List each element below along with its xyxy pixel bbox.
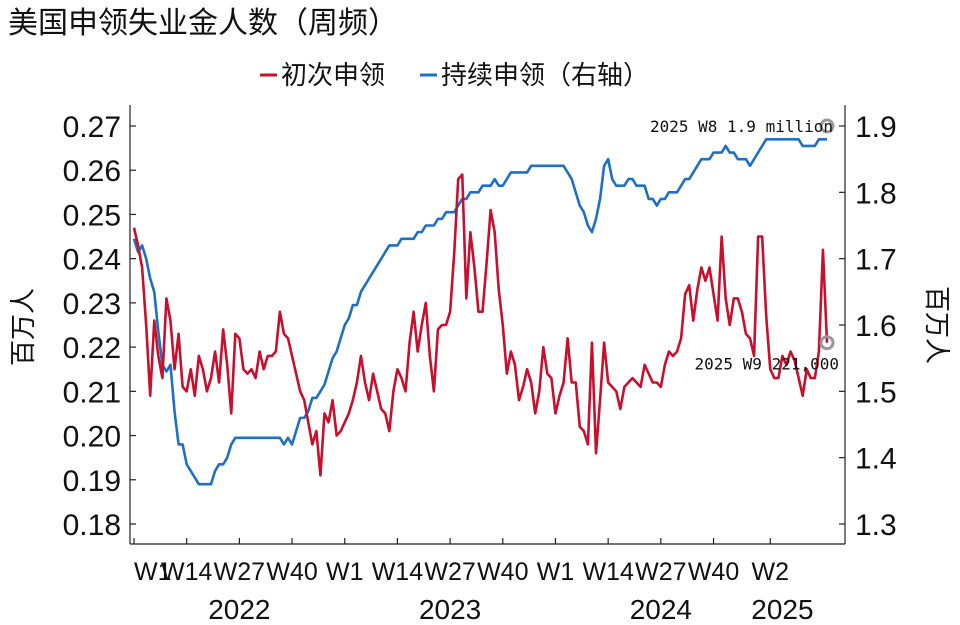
left-tick-label: 0.26 <box>63 155 121 188</box>
x-tick-label: W14 <box>582 558 634 586</box>
left-tick-label: 0.19 <box>63 465 121 498</box>
right-tick-label: 1.4 <box>855 443 897 476</box>
year-label: 2024 <box>630 594 692 625</box>
right-tick-label: 1.6 <box>855 310 897 343</box>
left-axis-label: 百万人 <box>9 288 39 366</box>
left-tick-label: 0.18 <box>63 509 121 542</box>
last-point-marker-initial <box>819 335 835 351</box>
year-label: 2025 <box>751 594 813 625</box>
right-tick-group: 1.3 1.4 1.5 1.6 1.7 1.8 1.9 <box>839 111 897 542</box>
x-tick-label: W14 <box>372 558 424 586</box>
right-tick-label: 1.3 <box>855 509 897 542</box>
left-tick-label: 0.25 <box>63 199 121 232</box>
x-tick-label: W40 <box>266 558 317 586</box>
left-tick-label: 0.20 <box>63 421 121 454</box>
right-tick-label: 1.9 <box>855 111 897 144</box>
left-tick-label: 0.24 <box>63 244 121 277</box>
x-tick-label: W27 <box>635 558 686 586</box>
series-line-continuing <box>132 137 827 486</box>
left-tick-label: 0.27 <box>63 111 121 144</box>
right-tick-label: 1.5 <box>855 376 897 409</box>
legend-label-continuing: 持续申领（右轴） <box>441 61 649 91</box>
x-tick-label: W1 <box>134 558 172 586</box>
left-tick-label: 0.21 <box>63 376 121 409</box>
chart-title: 美国申领失业金人数（周频） <box>8 6 398 41</box>
series-line-initial <box>132 173 829 477</box>
annotation-initial: 2025 W9 221,000 <box>695 355 840 374</box>
year-label-group: 2022 2023 2024 2025 <box>208 594 813 625</box>
legend-label-initial: 初次申领 <box>281 61 385 91</box>
legend: 初次申领 持续申领（右轴） <box>260 61 649 91</box>
left-tick-group: 0.18 0.19 0.20 0.21 0.22 0.23 0.24 0.25 0.26 0.27 <box>63 111 136 542</box>
year-label: 2022 <box>208 594 270 625</box>
x-tick-label: W2 <box>752 558 790 586</box>
left-tick-label: 0.22 <box>63 332 121 365</box>
right-tick-label: 1.8 <box>855 177 897 210</box>
x-tick-label: W40 <box>688 558 739 586</box>
left-tick-label: 0.23 <box>63 288 121 321</box>
last-point-marker-continuing <box>819 118 835 134</box>
year-label: 2023 <box>419 594 481 625</box>
x-tick-label: W27 <box>424 558 475 586</box>
x-tick-label: W1 <box>537 558 575 586</box>
x-tick-label: W1 <box>326 558 364 586</box>
annotation-continuing: 2025 W8 1.9 million <box>650 117 833 136</box>
right-tick-label: 1.7 <box>855 244 897 277</box>
x-tick-label: W27 <box>214 558 265 586</box>
x-tick-label: W40 <box>477 558 528 586</box>
right-axis-label: 百万人 <box>921 286 951 364</box>
x-tick-label: W14 <box>161 558 213 586</box>
